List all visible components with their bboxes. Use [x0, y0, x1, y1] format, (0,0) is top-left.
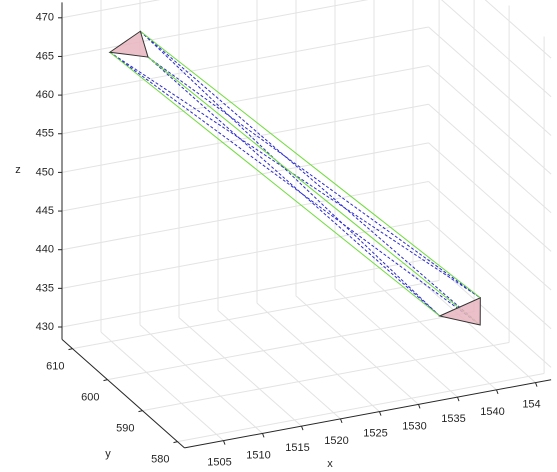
dashed-line: [147, 56, 441, 317]
grid-line: [100, 331, 224, 441]
grid-line: [61, 181, 429, 251]
grid-line: [373, 280, 497, 391]
x-tick: [496, 389, 499, 395]
dashed-line: [139, 30, 441, 317]
grid-line: [428, 219, 552, 330]
grid-line: [428, 65, 552, 175]
x-tick-label: 1515: [285, 442, 309, 454]
x-tick: [262, 433, 265, 438]
x-tick-label: 1530: [402, 420, 426, 432]
z-tick-label: 440: [36, 244, 54, 256]
dashed-line: [147, 56, 481, 299]
x-tick-label: 1520: [324, 435, 348, 447]
y-tick-label: 580: [151, 454, 169, 466]
x-tick: [379, 411, 382, 416]
grid-line: [412, 273, 536, 383]
grid-line: [61, 65, 429, 135]
y-tick: [173, 441, 178, 444]
grid-line: [61, 258, 429, 328]
grid-line: [428, 26, 552, 136]
grid-line: [178, 317, 302, 427]
grid-line: [428, 103, 552, 214]
grid-line: [107, 311, 475, 381]
z-tick-label: 470: [36, 12, 54, 24]
dashed-line: [109, 51, 481, 326]
grid-line: [61, 103, 429, 173]
y-tick-label: 600: [81, 392, 99, 404]
x-axis: [184, 379, 552, 449]
solid-line: [147, 56, 481, 326]
dashed-line: [109, 51, 481, 299]
y-axis: [61, 338, 185, 449]
z-tick-label: 465: [36, 50, 54, 62]
z-tick-label: 430: [36, 321, 54, 333]
x-tick: [340, 418, 343, 424]
x-axis-label: x: [327, 458, 333, 470]
y-tick: [138, 410, 143, 413]
z-tick-label: 450: [36, 166, 54, 178]
triangle-patch: [438, 296, 481, 326]
grid-line: [484, 0, 552, 59]
grid-line: [256, 302, 380, 412]
y-tick-label: 590: [116, 423, 134, 435]
x-tick: [301, 425, 304, 431]
grid-line: [217, 309, 341, 420]
grid-line: [295, 295, 419, 405]
x-tick-label: 1510: [246, 449, 270, 461]
grid-line: [61, 26, 429, 96]
grid-line: [61, 0, 161, 19]
z-tick-label: 460: [36, 89, 54, 101]
grid-line: [334, 288, 458, 398]
y-tick: [68, 348, 73, 351]
z-tick-label: 435: [36, 282, 54, 294]
x-tick: [418, 404, 421, 409]
y-tick: [103, 379, 108, 382]
grid-line: [72, 280, 440, 350]
x-tick-label: 1535: [441, 413, 465, 425]
x-tick-label: 1505: [207, 457, 231, 469]
y-axis-label: y: [105, 448, 111, 460]
grid-line: [428, 142, 552, 252]
z-tick-label: 445: [36, 205, 54, 217]
x-tick-label: 1525: [363, 428, 387, 440]
x-tick: [535, 382, 538, 387]
solid-line: [140, 30, 481, 299]
grid-line: [61, 219, 429, 289]
x-tick-label: 154: [522, 399, 540, 411]
grid-line: [61, 142, 429, 212]
x-tick-label: 1540: [480, 406, 504, 418]
solid-line: [109, 51, 440, 317]
x-tick: [457, 396, 460, 402]
grid-line: [177, 373, 545, 443]
x-tick: [223, 440, 226, 445]
triangle-patch: [108, 30, 149, 58]
y-tick-label: 610: [46, 361, 64, 373]
grid-line: [139, 324, 263, 434]
grid-line: [441, 0, 552, 98]
z-axis-label: z: [15, 164, 21, 176]
grid-line: [142, 342, 510, 412]
z-tick-label: 455: [36, 128, 54, 140]
grid-line: [428, 181, 552, 291]
